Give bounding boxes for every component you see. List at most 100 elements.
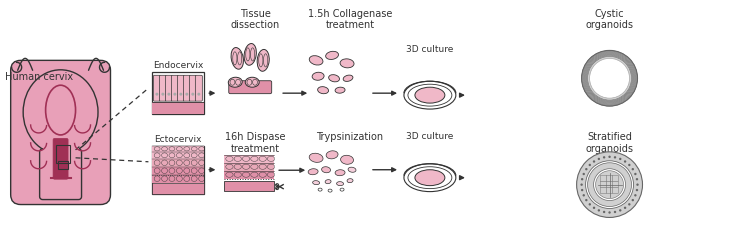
Circle shape <box>619 158 622 160</box>
Circle shape <box>593 207 595 209</box>
Ellipse shape <box>23 70 98 154</box>
FancyBboxPatch shape <box>152 167 205 175</box>
Circle shape <box>161 93 164 96</box>
Circle shape <box>583 194 585 196</box>
FancyBboxPatch shape <box>10 60 111 205</box>
FancyBboxPatch shape <box>153 75 161 101</box>
Circle shape <box>624 160 626 163</box>
Circle shape <box>580 184 583 186</box>
Circle shape <box>581 189 583 191</box>
Circle shape <box>588 163 631 207</box>
FancyBboxPatch shape <box>152 72 205 114</box>
Circle shape <box>582 50 637 106</box>
Text: 1.5h Collagenase
treatment: 1.5h Collagenase treatment <box>308 9 392 30</box>
Ellipse shape <box>337 182 344 186</box>
Ellipse shape <box>404 164 456 192</box>
Ellipse shape <box>318 188 322 191</box>
Text: Stratified
organoids: Stratified organoids <box>586 132 633 154</box>
Ellipse shape <box>309 153 323 162</box>
FancyBboxPatch shape <box>224 181 274 191</box>
Circle shape <box>624 207 626 209</box>
Circle shape <box>585 199 588 201</box>
FancyBboxPatch shape <box>229 81 272 94</box>
FancyBboxPatch shape <box>152 175 205 183</box>
Circle shape <box>608 211 611 214</box>
Circle shape <box>632 199 634 201</box>
Ellipse shape <box>348 167 356 172</box>
FancyBboxPatch shape <box>183 75 190 101</box>
FancyBboxPatch shape <box>40 149 81 200</box>
Ellipse shape <box>415 87 445 103</box>
Circle shape <box>155 93 158 96</box>
Ellipse shape <box>343 75 353 81</box>
Text: 16h Dispase
treatment: 16h Dispase treatment <box>225 132 285 154</box>
Circle shape <box>594 169 625 201</box>
Circle shape <box>603 156 605 159</box>
FancyBboxPatch shape <box>601 175 607 182</box>
Circle shape <box>598 209 600 212</box>
FancyBboxPatch shape <box>152 102 205 114</box>
Ellipse shape <box>313 181 320 185</box>
Ellipse shape <box>341 155 353 164</box>
Ellipse shape <box>329 75 339 82</box>
Ellipse shape <box>46 85 75 135</box>
Circle shape <box>585 168 588 170</box>
Text: Ectocervix: Ectocervix <box>155 135 202 144</box>
Ellipse shape <box>340 59 354 68</box>
FancyBboxPatch shape <box>607 187 613 193</box>
Ellipse shape <box>347 179 353 183</box>
Ellipse shape <box>309 56 323 65</box>
FancyBboxPatch shape <box>152 159 205 167</box>
Circle shape <box>603 211 605 213</box>
Circle shape <box>595 171 624 198</box>
Circle shape <box>589 203 591 206</box>
Ellipse shape <box>328 189 332 192</box>
Ellipse shape <box>325 180 331 184</box>
FancyBboxPatch shape <box>177 75 185 101</box>
Circle shape <box>636 189 638 191</box>
FancyBboxPatch shape <box>43 145 78 165</box>
Circle shape <box>191 93 194 96</box>
Circle shape <box>589 164 591 166</box>
Text: 3D culture: 3D culture <box>406 45 453 54</box>
FancyBboxPatch shape <box>152 152 205 159</box>
Circle shape <box>583 173 585 175</box>
FancyBboxPatch shape <box>159 75 167 101</box>
FancyBboxPatch shape <box>165 75 173 101</box>
Circle shape <box>636 184 639 186</box>
Ellipse shape <box>245 77 259 87</box>
Circle shape <box>619 209 622 212</box>
Circle shape <box>628 203 630 206</box>
Ellipse shape <box>257 49 269 71</box>
FancyBboxPatch shape <box>152 146 205 152</box>
Ellipse shape <box>326 51 338 60</box>
FancyBboxPatch shape <box>224 163 274 171</box>
Circle shape <box>586 161 633 208</box>
FancyBboxPatch shape <box>601 181 607 187</box>
FancyBboxPatch shape <box>152 146 205 194</box>
FancyBboxPatch shape <box>224 171 274 179</box>
FancyBboxPatch shape <box>607 181 613 187</box>
FancyBboxPatch shape <box>171 75 179 101</box>
Circle shape <box>614 211 616 213</box>
FancyBboxPatch shape <box>613 187 619 193</box>
Ellipse shape <box>317 87 329 94</box>
Circle shape <box>577 152 642 218</box>
Circle shape <box>197 93 200 96</box>
Text: Tissue
dissection: Tissue dissection <box>231 9 280 30</box>
Circle shape <box>167 93 170 96</box>
Ellipse shape <box>404 81 456 109</box>
Ellipse shape <box>308 169 318 175</box>
Ellipse shape <box>322 167 331 173</box>
Circle shape <box>634 173 636 175</box>
Circle shape <box>636 178 638 180</box>
Ellipse shape <box>335 170 345 176</box>
FancyBboxPatch shape <box>613 175 619 182</box>
Ellipse shape <box>408 84 452 106</box>
Circle shape <box>598 158 600 160</box>
Ellipse shape <box>312 72 324 80</box>
Ellipse shape <box>326 151 338 159</box>
Text: Trypsinization: Trypsinization <box>317 132 384 142</box>
Ellipse shape <box>415 170 445 186</box>
Circle shape <box>634 194 636 196</box>
